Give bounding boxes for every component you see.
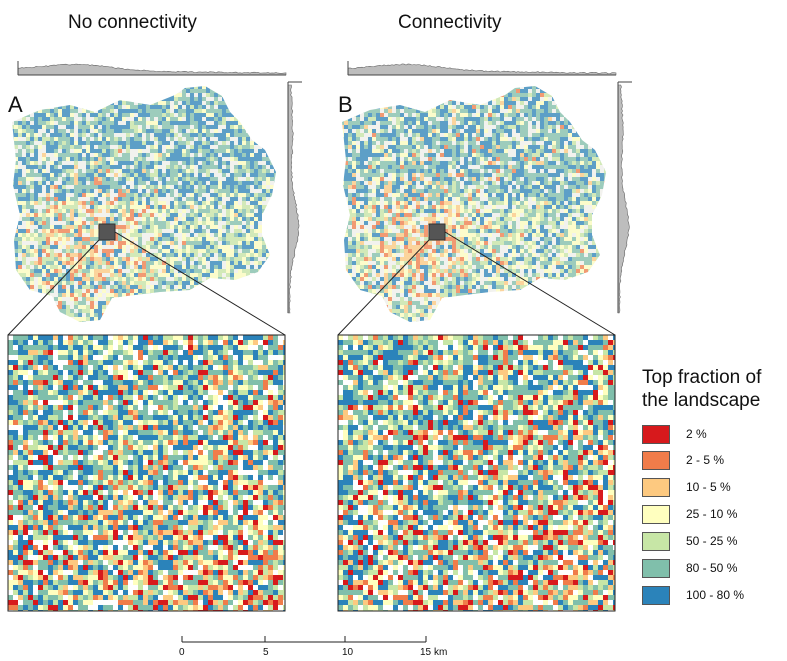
legend-swatch	[642, 585, 670, 605]
legend-item: 50 - 25 %	[642, 530, 737, 552]
legend-swatch	[642, 450, 670, 470]
marginal-histograms	[17, 61, 632, 314]
legend-label: 10 - 5 %	[686, 480, 731, 494]
legend-item: 10 - 5 %	[642, 476, 731, 498]
scale-tick-label: 10	[342, 647, 354, 658]
legend-swatch	[642, 477, 670, 497]
zoom-map-no-connectivity	[7, 334, 286, 612]
legend-title-line1: Top fraction of	[642, 367, 762, 388]
legend-swatch	[642, 558, 670, 578]
scale-unit: km	[434, 647, 448, 658]
panel-letter-a: A	[8, 92, 23, 117]
zoom-map-connectivity	[337, 334, 616, 612]
legend-title: Top fraction of the landscape	[642, 366, 761, 412]
zoom-connector-lines	[7, 231, 616, 336]
legend-item: 2 %	[642, 423, 707, 445]
overview-map-no-connectivity	[12, 86, 276, 322]
legend-item: 2 - 5 %	[642, 449, 724, 471]
legend-item: 80 - 50 %	[642, 557, 737, 579]
legend-item: 100 - 80 %	[642, 584, 744, 606]
legend-label: 25 - 10 %	[686, 507, 738, 521]
legend-label: 2 - 5 %	[686, 453, 725, 467]
legend-label: 80 - 50 %	[686, 561, 738, 575]
panel-title-connectivity: Connectivity	[398, 12, 502, 33]
legend-swatch	[642, 504, 670, 524]
panel-letter-b: B	[338, 92, 353, 117]
scale-tick-label: 5	[263, 647, 269, 658]
legend-label: 50 - 25 %	[686, 534, 738, 548]
legend-label: 100 - 80 %	[686, 588, 745, 602]
scale-tick-label: 0	[179, 647, 185, 658]
panel-title-no-connectivity: No connectivity	[68, 12, 197, 33]
scale-tick-label: 15	[420, 647, 432, 658]
legend-item: 25 - 10 %	[642, 503, 737, 525]
legend-swatch	[642, 531, 670, 551]
overview-map-connectivity	[342, 86, 606, 322]
scale-bar	[181, 636, 427, 643]
legend-label: 2 %	[686, 427, 707, 441]
legend-swatch	[642, 424, 670, 444]
legend-title-line2: the landscape	[642, 390, 761, 411]
